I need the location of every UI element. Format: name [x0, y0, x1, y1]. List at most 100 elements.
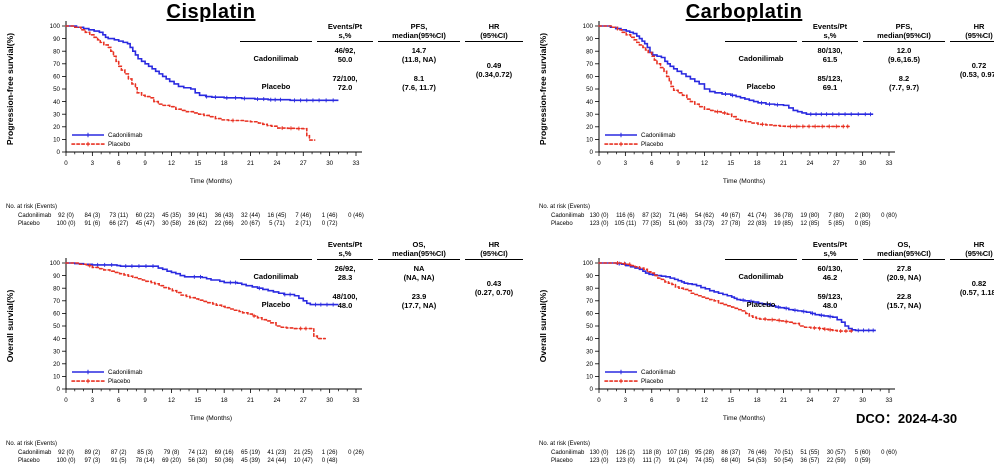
y-tick-label: 0 — [57, 386, 61, 393]
at-risk-value: 60 (22) — [135, 213, 155, 219]
stats-row-label: Cadonilimab — [253, 271, 299, 281]
at-risk-value: 30 (58) — [161, 221, 181, 227]
stats-table-carboplatin-pfs: Events/Pt s,% PFS, median(95%CI) HR (95%CI) Ca… — [725, 22, 994, 98]
at-risk-value: 116 (6) — [616, 213, 635, 219]
panel-cisplatin-os: 0 10 20 30 40 50 60 70 80 90 100 0 3 6 9 12 15 18 21 24 27 30… — [0, 237, 523, 474]
y-tick-label: 0 — [590, 386, 594, 393]
x-tick-label: 9 — [676, 160, 680, 167]
y-tick-label: 100 — [583, 23, 594, 30]
x-tick-label: 9 — [143, 160, 147, 167]
legend-label: Cadonilimab — [641, 132, 676, 139]
at-risk-value: 95 (28) — [694, 450, 714, 456]
at-risk-value: 41 (23) — [267, 450, 287, 456]
at-risk-value: 51 (55) — [800, 450, 820, 456]
x-tick-label: 27 — [300, 397, 307, 404]
y-tick-label: 100 — [50, 260, 61, 267]
curve-cadonilimab — [599, 262, 876, 332]
at-risk-table-carboplatin-pfs: No. at risk (Events) Cadonilimab 130 (0) 11… — [533, 204, 993, 236]
data-cutoff-label: DCO：2024-4-30 — [856, 411, 958, 426]
x-tick-label: 30 — [326, 160, 333, 167]
curve-placebo — [598, 25, 851, 128]
at-risk-title: No. at risk (Events) — [6, 204, 58, 210]
at-risk-value: 2 (80) — [854, 213, 871, 219]
at-risk-value: 91 (5) — [110, 458, 127, 464]
y-tick-label: 10 — [586, 137, 593, 144]
at-risk-value: 118 (8) — [642, 450, 662, 456]
stats-header-cell: OS, median(95%CI) — [863, 240, 945, 260]
at-risk-value: 45 (47) — [135, 221, 155, 227]
at-risk-value: 69 (20) — [161, 458, 181, 464]
km-plot-cisplatin-os: 0 10 20 30 40 50 60 70 80 90 100 0 3 6 9 12 15 18 21 24 27 30… — [0, 237, 420, 437]
at-risk-value: 1 (46) — [321, 213, 338, 219]
at-risk-table-carboplatin-os: No. at risk (Events) Cadonilimab 130 (0) 12… — [533, 441, 993, 473]
y-tick-label: 20 — [53, 361, 60, 368]
y-tick-label: 90 — [586, 273, 593, 280]
y-tick-label: 90 — [586, 36, 593, 43]
x-tick-label: 18 — [754, 397, 761, 404]
at-risk-value: 36 (78) — [774, 213, 794, 219]
at-risk-value: 79 (8) — [163, 450, 180, 456]
at-risk-value: 71 (46) — [668, 213, 688, 219]
stats-median-cell: NA (NA, NA) — [403, 264, 435, 282]
at-risk-title: No. at risk (Events) — [539, 204, 591, 210]
stats-hr-cell: 0.72(0.53, 0.97) — [959, 61, 994, 79]
at-risk-row-name: Placebo — [551, 221, 573, 227]
x-tick-label: 3 — [624, 160, 628, 167]
stats-events-cell: 59/123, 48.0 — [817, 292, 843, 310]
y-tick-label: 40 — [586, 99, 593, 106]
stats-median-cell: 27.8 (20.9, NA) — [886, 264, 922, 282]
x-tick-label: 0 — [597, 160, 601, 167]
stats-header-cell: PFS, median(95%CI) — [378, 22, 460, 42]
km-plot-svg: 0 10 20 30 40 50 60 70 80 90 100 0 3 6 9 12 15 18 21 24 27 30… — [538, 21, 895, 185]
at-risk-value: 27 (78) — [721, 221, 741, 227]
x-tick-label: 3 — [91, 397, 95, 404]
y-tick-label: 40 — [586, 336, 593, 343]
at-risk-value: 87 (32) — [642, 213, 662, 219]
stats-header-cell — [240, 240, 312, 260]
at-risk-value: 123 (0) — [615, 458, 635, 464]
at-risk-value: 22 (59) — [826, 458, 846, 464]
x-tick-label: 21 — [780, 397, 787, 404]
at-risk-value: 86 (37) — [721, 450, 741, 456]
x-tick-label: 12 — [168, 397, 175, 404]
x-tick-label: 33 — [353, 160, 360, 167]
stats-header-cell: HR (95%CI) — [465, 240, 523, 260]
x-tick-label: 24 — [273, 397, 280, 404]
stats-header-cell: OS, median(95%CI) — [378, 240, 460, 260]
y-tick-label: 50 — [586, 323, 593, 330]
at-risk-value: 19 (80) — [800, 213, 820, 219]
at-risk-row-name: Cadonilimab — [18, 450, 52, 456]
stats-header-cell — [725, 22, 797, 42]
y-tick-label: 0 — [590, 149, 594, 156]
at-risk-row-name: Cadonilimab — [551, 213, 585, 219]
at-risk-value: 54 (53) — [747, 458, 767, 464]
y-tick-label: 20 — [53, 124, 60, 131]
stats-row-label: Placebo — [261, 81, 291, 91]
stats-hr-cell: 0.82(0.57, 1.18) — [959, 279, 994, 297]
x-tick-label: 18 — [754, 160, 761, 167]
stats-header-cell: HR (95%CI) — [950, 22, 994, 42]
stats-events-cell: 72/100, 72.0 — [332, 74, 358, 92]
legend-label: Cadonilimab — [108, 369, 143, 376]
x-tick-label: 27 — [833, 397, 840, 404]
km-plot-carboplatin-pfs: 0 10 20 30 40 50 60 70 80 90 100 0 3 6 9 12 15 18 21 24 27 30… — [533, 0, 953, 200]
legend-label: Placebo — [108, 141, 131, 148]
at-risk-row-name: Placebo — [18, 458, 40, 464]
stats-table-carboplatin-os: Events/Pt s,% OS, median(95%CI) HR (95%CI) Cad… — [725, 240, 994, 316]
y-axis-label: Progression-free survial(%) — [5, 33, 15, 145]
y-tick-label: 80 — [53, 48, 60, 55]
at-risk-value: 123 (0) — [589, 221, 609, 227]
x-tick-label: 6 — [117, 397, 121, 404]
curve-placebo — [65, 25, 316, 141]
y-tick-label: 90 — [53, 36, 60, 43]
y-tick-label: 10 — [586, 374, 593, 381]
stats-hr-cell: 0.49 (0.34,0.72) — [475, 61, 513, 79]
y-tick-label: 10 — [53, 137, 60, 144]
stats-header-cell: Events/Pt s,% — [802, 22, 858, 42]
at-risk-value: 5 (71) — [269, 221, 285, 227]
at-risk-value: 100 (0) — [56, 458, 76, 464]
at-risk-value: 70 (51) — [774, 450, 794, 456]
x-tick-label: 27 — [833, 160, 840, 167]
at-risk-value: 12 (85) — [800, 221, 820, 227]
